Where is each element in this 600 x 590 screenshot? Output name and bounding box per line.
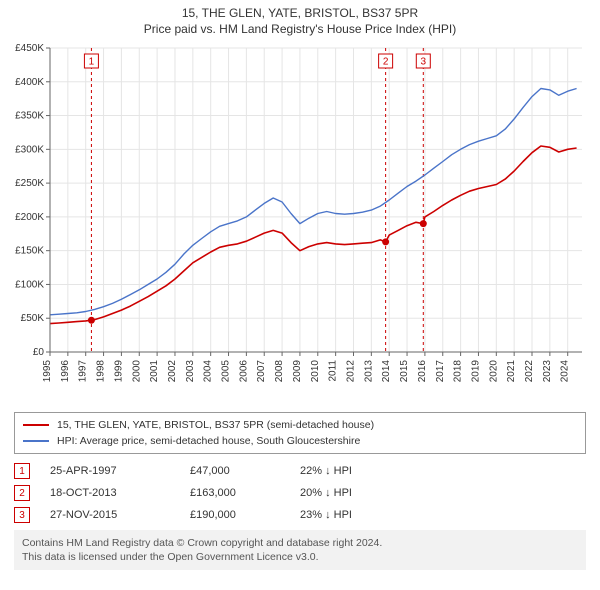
sale-badge: 3 (14, 507, 30, 523)
svg-text:2019: 2019 (470, 360, 481, 383)
title-subtitle: Price paid vs. HM Land Registry's House … (0, 22, 600, 36)
legend-item-price-paid: 15, THE GLEN, YATE, BRISTOL, BS37 5PR (s… (23, 417, 577, 433)
sale-pct: 22% ↓ HPI (300, 465, 400, 477)
svg-text:1999: 1999 (113, 360, 124, 383)
legend-label: HPI: Average price, semi-detached house,… (57, 435, 360, 447)
svg-text:2018: 2018 (453, 360, 464, 383)
legend-box: 15, THE GLEN, YATE, BRISTOL, BS37 5PR (s… (14, 412, 586, 454)
sale-pct: 23% ↓ HPI (300, 509, 400, 521)
svg-text:£350K: £350K (15, 111, 44, 122)
legend-swatch (23, 424, 49, 426)
chart-area: 1 2 3 £0 £50K £100K £150K £200K £250K £300K £350K £… (0, 36, 600, 406)
sale-price: £190,000 (190, 509, 280, 521)
line-chart: 1 2 3 £0 £50K £100K £150K £200K £250K £300K £350K £… (0, 36, 600, 406)
legend-label: 15, THE GLEN, YATE, BRISTOL, BS37 5PR (s… (57, 419, 374, 431)
svg-text:2001: 2001 (149, 360, 160, 383)
svg-text:£0: £0 (33, 347, 45, 358)
svg-text:2003: 2003 (185, 360, 196, 383)
chart-titles: 15, THE GLEN, YATE, BRISTOL, BS37 5PR Pr… (0, 0, 600, 36)
svg-text:2017: 2017 (435, 360, 446, 383)
svg-text:2000: 2000 (131, 360, 142, 383)
sales-list: 1 25-APR-1997 £47,000 22% ↓ HPI 2 18-OCT… (14, 460, 586, 526)
svg-text:2009: 2009 (292, 360, 303, 383)
svg-text:£50K: £50K (21, 313, 45, 324)
svg-text:1: 1 (89, 57, 95, 68)
svg-text:1996: 1996 (60, 360, 71, 383)
sale-row: 2 18-OCT-2013 £163,000 20% ↓ HPI (14, 482, 586, 504)
sale-pct: 20% ↓ HPI (300, 487, 400, 499)
svg-text:£400K: £400K (15, 77, 44, 88)
svg-text:2: 2 (383, 57, 389, 68)
svg-text:£250K: £250K (15, 178, 44, 189)
svg-text:2021: 2021 (506, 360, 517, 383)
svg-text:£100K: £100K (15, 279, 44, 290)
legend-swatch (23, 440, 49, 442)
svg-text:2014: 2014 (381, 360, 392, 383)
sale-row: 3 27-NOV-2015 £190,000 23% ↓ HPI (14, 504, 586, 526)
svg-text:1998: 1998 (96, 360, 107, 383)
title-address: 15, THE GLEN, YATE, BRISTOL, BS37 5PR (0, 6, 600, 20)
svg-text:2012: 2012 (345, 360, 356, 383)
sale-price: £163,000 (190, 487, 280, 499)
svg-text:2010: 2010 (310, 360, 321, 383)
svg-text:2024: 2024 (560, 360, 571, 383)
sale-date: 18-OCT-2013 (50, 487, 170, 499)
footer-attribution: Contains HM Land Registry data © Crown c… (14, 530, 586, 570)
svg-text:2023: 2023 (542, 360, 553, 383)
svg-text:£150K: £150K (15, 246, 44, 257)
svg-text:£200K: £200K (15, 212, 44, 223)
svg-text:£300K: £300K (15, 144, 44, 155)
footer-line: This data is licensed under the Open Gov… (22, 550, 578, 564)
footer-line: Contains HM Land Registry data © Crown c… (22, 536, 578, 550)
svg-text:2011: 2011 (328, 360, 339, 382)
svg-text:2008: 2008 (274, 360, 285, 383)
svg-text:2004: 2004 (203, 360, 214, 383)
svg-text:2005: 2005 (221, 360, 232, 383)
svg-text:1997: 1997 (78, 360, 89, 383)
sale-badge: 2 (14, 485, 30, 501)
svg-text:2020: 2020 (488, 360, 499, 383)
svg-text:2013: 2013 (363, 360, 374, 383)
svg-text:2006: 2006 (238, 360, 249, 383)
sale-date: 27-NOV-2015 (50, 509, 170, 521)
sale-badge: 1 (14, 463, 30, 479)
svg-text:2015: 2015 (399, 360, 410, 383)
sale-row: 1 25-APR-1997 £47,000 22% ↓ HPI (14, 460, 586, 482)
svg-text:1995: 1995 (42, 360, 53, 383)
svg-text:2022: 2022 (524, 360, 535, 383)
sale-price: £47,000 (190, 465, 280, 477)
svg-text:2007: 2007 (256, 360, 267, 383)
svg-text:2016: 2016 (417, 360, 428, 383)
svg-text:£450K: £450K (15, 43, 44, 54)
legend-item-hpi: HPI: Average price, semi-detached house,… (23, 433, 577, 449)
svg-text:3: 3 (421, 57, 427, 68)
sale-date: 25-APR-1997 (50, 465, 170, 477)
svg-text:2002: 2002 (167, 360, 178, 383)
